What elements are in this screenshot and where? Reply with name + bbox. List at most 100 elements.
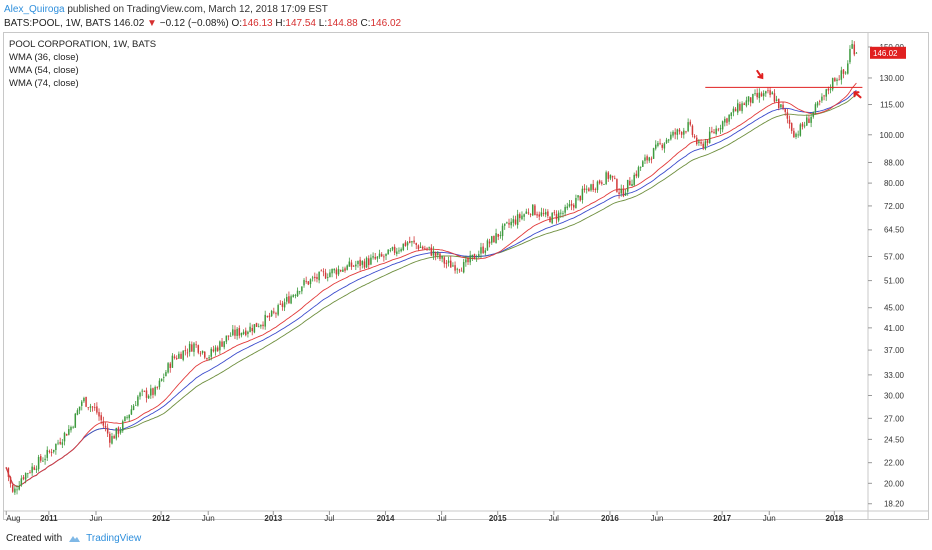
candle-body bbox=[659, 142, 661, 144]
candle-body bbox=[350, 262, 353, 267]
candle-body bbox=[223, 341, 225, 348]
candle-body bbox=[251, 327, 253, 332]
candle-body bbox=[786, 112, 789, 119]
candle-body bbox=[376, 256, 379, 259]
x-tick-label: Aug bbox=[6, 514, 20, 523]
candle-body bbox=[814, 104, 817, 113]
candle-body bbox=[85, 396, 87, 407]
candle-body bbox=[523, 214, 525, 217]
open-value: 146.13 bbox=[242, 18, 273, 29]
x-tick-label: Jun bbox=[90, 514, 103, 523]
candle-body bbox=[639, 166, 642, 168]
x-tick-label: 2016 bbox=[601, 514, 619, 523]
candle-body bbox=[18, 485, 20, 490]
candle-body bbox=[234, 329, 236, 336]
candle-body bbox=[762, 93, 765, 97]
x-tick-label: Jun bbox=[763, 514, 776, 523]
candle-body bbox=[245, 330, 247, 336]
candle-body bbox=[771, 92, 774, 95]
candle-body bbox=[499, 235, 502, 237]
candle-body bbox=[803, 125, 806, 127]
candle-body bbox=[842, 69, 845, 74]
candle-body bbox=[225, 335, 228, 342]
candle-body bbox=[801, 123, 804, 127]
candle-body bbox=[808, 118, 810, 123]
author-link[interactable]: Alex_Quiroga bbox=[4, 4, 65, 15]
candle-body bbox=[795, 133, 797, 138]
legend-wma74[interactable]: WMA (74, close) bbox=[9, 78, 79, 89]
tradingview-brand-link[interactable]: TradingView bbox=[86, 533, 142, 544]
y-tick-label: 30.00 bbox=[884, 392, 905, 401]
candle-body bbox=[50, 452, 53, 453]
candle-body bbox=[130, 409, 133, 415]
y-tick-label: 115.00 bbox=[880, 101, 904, 110]
candle-body bbox=[337, 269, 340, 275]
candle-body bbox=[510, 221, 512, 226]
candle-body bbox=[417, 245, 420, 250]
candle-body bbox=[204, 351, 206, 358]
wma-74-line bbox=[5, 94, 857, 488]
candle-body bbox=[247, 331, 249, 334]
candle-body bbox=[413, 240, 415, 243]
candle-body bbox=[128, 414, 130, 419]
candle-body bbox=[40, 456, 42, 461]
candle-body bbox=[197, 345, 200, 353]
candle-body bbox=[749, 97, 752, 103]
candle-body bbox=[553, 212, 556, 214]
candle-body bbox=[31, 466, 33, 473]
chart-frame[interactable] bbox=[3, 32, 929, 520]
candle-body bbox=[514, 219, 517, 225]
candle-body bbox=[260, 324, 262, 327]
candle-body bbox=[493, 235, 495, 243]
x-tick-label: 2011 bbox=[40, 514, 58, 523]
candle-body bbox=[674, 132, 676, 135]
candle-body bbox=[758, 92, 761, 99]
candle-body bbox=[368, 258, 370, 266]
candle-body bbox=[141, 390, 143, 392]
candle-body bbox=[648, 157, 651, 161]
candle-body bbox=[782, 104, 784, 109]
candle-body bbox=[534, 205, 536, 216]
candle-body bbox=[631, 183, 633, 187]
candle-body bbox=[273, 311, 275, 313]
candle-body bbox=[122, 421, 124, 431]
candle-body bbox=[765, 91, 767, 94]
candle-body bbox=[732, 108, 735, 113]
candle-body bbox=[575, 198, 577, 209]
candle-body bbox=[327, 277, 329, 278]
candle-body bbox=[74, 413, 77, 428]
candle-body bbox=[37, 456, 40, 470]
candle-body bbox=[221, 341, 223, 347]
candle-body bbox=[622, 188, 625, 197]
candle-body bbox=[81, 401, 83, 406]
candle-body bbox=[633, 174, 635, 185]
candle-body bbox=[769, 90, 771, 95]
legend-wma54[interactable]: WMA (54, close) bbox=[9, 65, 79, 76]
candle-body bbox=[42, 460, 44, 462]
candle-body bbox=[147, 395, 150, 399]
candle-body bbox=[106, 427, 109, 434]
y-tick-label: 130.00 bbox=[880, 74, 905, 83]
candle-body bbox=[391, 247, 394, 250]
candle-body bbox=[503, 223, 506, 226]
candle-body bbox=[27, 473, 29, 475]
open-label: O: bbox=[231, 18, 243, 29]
tradingview-cloud-icon bbox=[69, 536, 81, 542]
candle-body bbox=[406, 242, 409, 246]
candle-body bbox=[560, 212, 562, 214]
candle-body bbox=[119, 430, 122, 433]
candle-body bbox=[506, 222, 508, 224]
candle-body bbox=[193, 343, 195, 352]
candle-body bbox=[238, 328, 241, 336]
candle-body bbox=[491, 236, 493, 243]
candle-body bbox=[70, 426, 72, 431]
candle-body bbox=[370, 257, 372, 265]
candle-body bbox=[309, 279, 312, 285]
candle-body bbox=[83, 397, 85, 402]
candle-body bbox=[706, 140, 709, 143]
candle-body bbox=[501, 225, 504, 237]
legend-wma36[interactable]: WMA (36, close) bbox=[9, 52, 79, 63]
candle-body bbox=[495, 233, 497, 244]
high-label: H: bbox=[275, 18, 286, 29]
